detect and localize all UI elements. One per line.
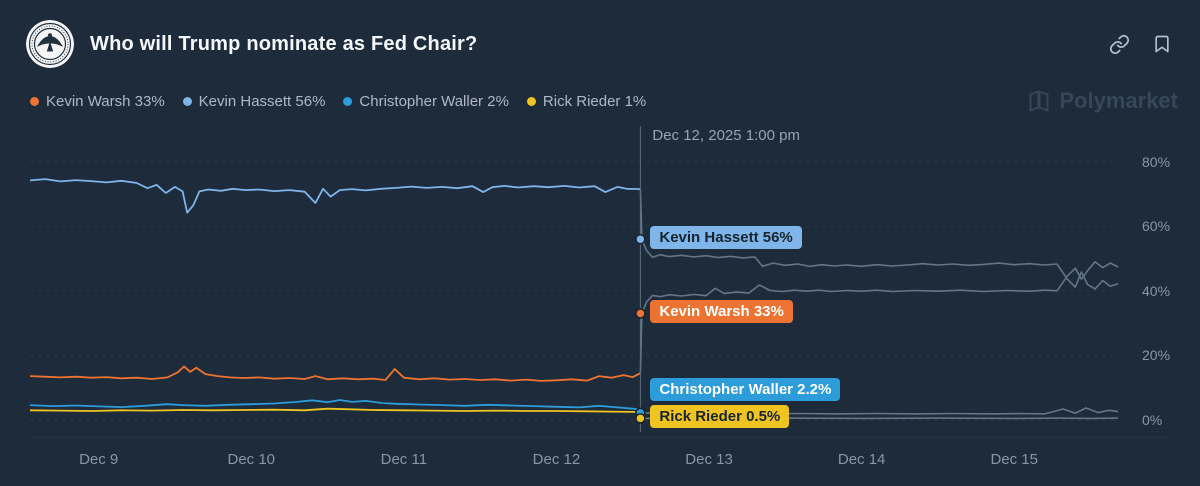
x-axis-label: Dec 14 <box>837 451 886 468</box>
legend-label: Christopher Waller 2% <box>359 93 509 110</box>
y-axis-label: 0% <box>1142 411 1163 428</box>
y-axis-label: 20% <box>1142 347 1171 364</box>
legend-label: Rick Rieder 1% <box>542 93 647 110</box>
hover-badge-kevin-warsh: Kevin Warsh 33% <box>650 300 793 324</box>
federal-reserve-seal-icon <box>26 20 74 68</box>
legend-dot-kevin-hassett <box>182 97 192 106</box>
x-axis-label: Dec 13 <box>685 451 733 468</box>
page-title: Who will Trump nominate as Fed Chair? <box>90 32 478 55</box>
copy-link-button[interactable] <box>1107 32 1132 57</box>
chart-legend: Kevin Warsh 33% Kevin Hassett 56% Christ… <box>30 93 646 110</box>
header-actions <box>1107 32 1174 57</box>
legend-dot-christopher-waller <box>343 97 353 106</box>
legend-item-christopher-waller[interactable]: Christopher Waller 2% <box>343 93 509 110</box>
polymarket-watermark-text: Polymarket <box>1059 88 1178 113</box>
polymarket-watermark: Polymarket <box>1027 88 1178 114</box>
hover-badge-christopher-waller: Christopher Waller 2.2% <box>650 378 841 402</box>
legend-dot-rick-rieder <box>526 97 536 106</box>
legend-label: Kevin Hassett 56% <box>198 93 326 110</box>
hover-badge-kevin-hassett: Kevin Hassett 56% <box>650 226 802 250</box>
x-axis-label: Dec 9 <box>79 451 119 468</box>
y-axis-label: 60% <box>1142 218 1171 235</box>
crosshair-timestamp: Dec 12, 2025 1:00 pm <box>652 127 800 144</box>
legend-dot-kevin-warsh <box>30 97 39 106</box>
x-axis-label: Dec 15 <box>990 451 1038 468</box>
x-axis-label: Dec 12 <box>532 451 581 468</box>
legend-item-kevin-hassett[interactable]: Kevin Hassett 56% <box>182 93 326 110</box>
market-header: Who will Trump nominate as Fed Chair? <box>0 0 1200 88</box>
hover-badge-rick-rieder: Rick Rieder 0.5% <box>650 405 790 429</box>
link-icon <box>1109 34 1130 54</box>
legend-item-rick-rieder[interactable]: Rick Rieder 1% <box>526 93 647 110</box>
legend-item-kevin-warsh[interactable]: Kevin Warsh 33% <box>30 93 165 110</box>
y-axis-label: 40% <box>1142 282 1171 299</box>
fed-seal-logo <box>26 20 74 68</box>
x-axis-label: Dec 11 <box>380 451 428 468</box>
legend-label: Kevin Warsh 33% <box>46 93 165 110</box>
bookmark-button[interactable] <box>1150 32 1174 56</box>
y-axis-label: 80% <box>1142 153 1171 170</box>
x-axis-label: Dec 10 <box>227 451 276 468</box>
bookmark-icon <box>1155 35 1169 53</box>
polymarket-logo-icon <box>1029 90 1049 112</box>
